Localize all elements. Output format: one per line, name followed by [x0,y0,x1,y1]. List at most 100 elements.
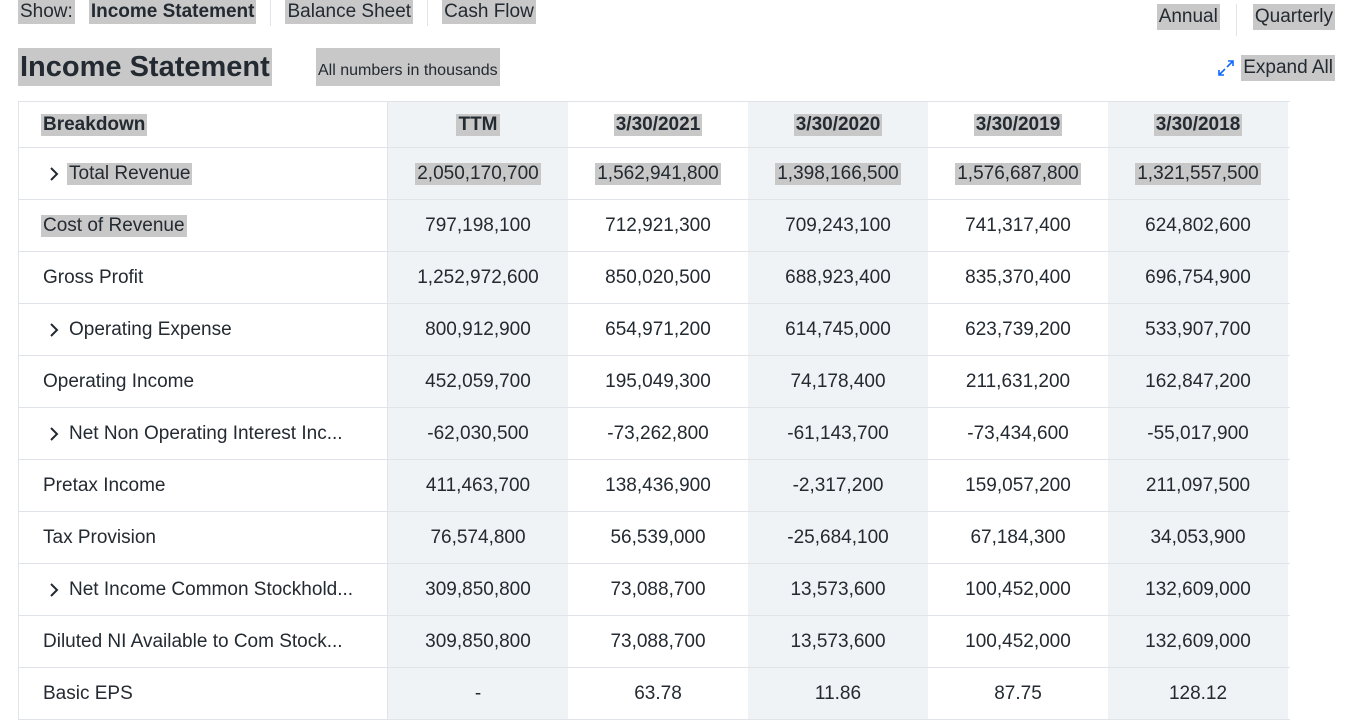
value-text: -73,434,600 [967,422,1069,444]
value-cell: 835,370,400 [928,252,1108,303]
value-text: 533,907,700 [1145,318,1251,340]
value-cell: 159,057,200 [928,460,1108,511]
value-text: 13,573,600 [790,630,886,652]
value-cell: 100,452,000 [928,616,1108,667]
expand-arrows-icon [1215,57,1237,79]
value-cell: 195,049,300 [568,356,748,407]
value-text: 797,198,100 [425,214,531,236]
value-text: 76,574,800 [430,526,526,548]
chevron-right-icon[interactable] [41,166,67,182]
value-cell: 696,754,900 [1108,252,1288,303]
value-text: 654,971,200 [605,318,711,340]
value-cell: 712,921,300 [568,200,748,251]
value-text: 741,317,400 [965,214,1071,236]
value-cell: 100,452,000 [928,564,1108,615]
value-text: 1,562,941,800 [595,162,721,185]
nav-divider [270,0,272,26]
column-header-label: 3/30/2018 [1153,113,1243,136]
value-text: 623,739,200 [965,318,1071,340]
column-header-label: 3/30/2020 [793,113,883,136]
value-cell: 132,609,000 [1108,564,1288,615]
value-cell: 73,088,700 [568,564,748,615]
table-row: Gross Profit 1,252,972,600 850,020,500 688,… [18,252,1290,304]
row-label: Operating Income [43,370,195,392]
row-label: Diluted NI Available to Com Stock... [43,630,343,652]
tab-cash-flow[interactable]: Cash Flow [442,0,536,24]
row-name-cell[interactable]: Operating Expense [19,304,388,355]
value-text: 696,754,900 [1145,266,1251,288]
value-cell: 74,178,400 [748,356,928,407]
value-cell: 211,097,500 [1108,460,1288,511]
value-cell: 162,847,200 [1108,356,1288,407]
row-name-cell[interactable]: Net Income Common Stockhold... [19,564,388,615]
statement-nav: Show: Income Statement Balance Sheet Cas… [18,0,536,26]
show-label: Show: [18,0,75,24]
row-label: Net Non Operating Interest Inc... [69,422,343,444]
value-cell: 2,050,170,700 [388,148,568,199]
value-text: -62,030,500 [427,422,529,444]
value-cell: 132,609,000 [1108,616,1288,667]
breakdown-label: Breakdown [41,113,148,136]
row-name-cell: Cost of Revenue [19,200,388,251]
annual-button[interactable]: Annual [1156,4,1220,30]
row-label: Cost of Revenue [41,214,187,237]
value-text: -25,684,100 [787,526,889,548]
value-cell: 623,739,200 [928,304,1108,355]
table-row: Total Revenue 2,050,170,700 1,562,941,800 1… [18,148,1290,200]
value-text: 34,053,900 [1150,526,1246,548]
row-label: Net Income Common Stockhold... [69,578,354,600]
value-cell: 1,576,687,800 [928,148,1108,199]
column-header: 3/30/2021 [568,102,748,147]
value-text: 712,921,300 [605,214,711,236]
row-name-cell: Pretax Income [19,460,388,511]
chevron-right-icon[interactable] [41,322,67,338]
tab-balance-sheet[interactable]: Balance Sheet [285,0,414,24]
value-text: 11.86 [814,682,862,704]
column-header: 3/30/2018 [1108,102,1288,147]
value-text: -73,262,800 [607,422,709,444]
row-name-cell[interactable]: Total Revenue [19,148,388,199]
value-text: -2,317,200 [792,474,884,496]
table-row: Basic EPS - 63.78 11.86 87.75 128.12 [18,668,1290,720]
value-cell: -55,017,900 [1108,408,1288,459]
value-cell: - [388,668,568,719]
value-cell: -2,317,200 [748,460,928,511]
value-cell: 56,539,000 [568,512,748,563]
value-cell: 797,198,100 [388,200,568,251]
chevron-right-icon[interactable] [41,582,67,598]
table-row: Diluted NI Available to Com Stock... 309,… [18,616,1290,668]
value-text: 56,539,000 [610,526,706,548]
value-cell: 34,053,900 [1108,512,1288,563]
value-cell: 624,802,600 [1108,200,1288,251]
expand-all-button[interactable]: Expand All [1215,55,1335,81]
value-text: 100,452,000 [965,630,1071,652]
value-cell: 211,631,200 [928,356,1108,407]
row-label: Operating Expense [69,318,232,340]
row-name-cell[interactable]: Net Non Operating Interest Inc... [19,408,388,459]
value-cell: 1,398,166,500 [748,148,928,199]
column-header: 3/30/2020 [748,102,928,147]
value-text: 800,912,900 [425,318,531,340]
value-text: 624,802,600 [1145,214,1251,236]
value-cell: -61,143,700 [748,408,928,459]
table-header-row: Breakdown TTM 3/30/2021 3/30/2020 3/30/2… [18,101,1290,148]
value-cell: 1,321,557,500 [1108,148,1288,199]
value-cell: 76,574,800 [388,512,568,563]
value-cell: 654,971,200 [568,304,748,355]
tab-income-statement[interactable]: Income Statement [88,0,257,24]
quarterly-button[interactable]: Quarterly [1252,4,1335,30]
value-text: 73,088,700 [610,578,706,600]
table-row: Cost of Revenue 797,198,100 712,921,300 709… [18,200,1290,252]
value-text: 162,847,200 [1145,370,1251,392]
value-text: 128.12 [1168,682,1228,704]
chevron-right-icon[interactable] [41,426,67,442]
column-header: 3/30/2019 [928,102,1108,147]
value-text: 2,050,170,700 [415,162,541,185]
value-text: -61,143,700 [787,422,889,444]
value-cell: 309,850,800 [388,616,568,667]
value-cell: 411,463,700 [388,460,568,511]
value-text: 411,463,700 [425,474,531,496]
row-name-cell: Operating Income [19,356,388,407]
units-note: All numbers in thousands [316,48,500,86]
period-divider [1235,4,1237,36]
